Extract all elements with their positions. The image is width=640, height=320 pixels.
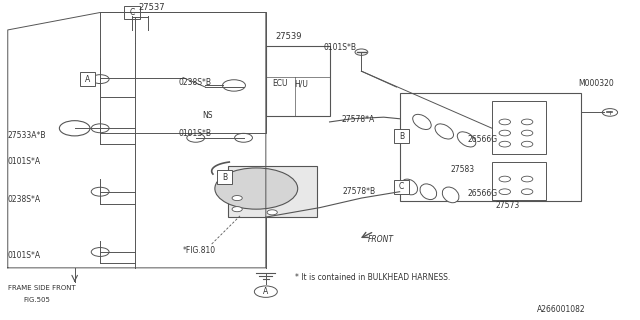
Circle shape xyxy=(187,133,205,142)
Text: 0238S*B: 0238S*B xyxy=(179,78,212,87)
Bar xyxy=(228,166,317,217)
Ellipse shape xyxy=(420,184,436,200)
Ellipse shape xyxy=(435,124,454,139)
Text: B: B xyxy=(222,173,227,182)
Text: * It is contained in BULKHEAD HARNESS.: * It is contained in BULKHEAD HARNESS. xyxy=(294,273,450,282)
Text: ECU: ECU xyxy=(272,79,288,88)
Circle shape xyxy=(499,130,511,136)
Circle shape xyxy=(92,248,109,256)
Circle shape xyxy=(92,187,109,196)
FancyBboxPatch shape xyxy=(80,72,95,86)
Text: B: B xyxy=(399,132,404,141)
FancyBboxPatch shape xyxy=(394,129,409,143)
Bar xyxy=(492,162,546,200)
Text: 0101S*B: 0101S*B xyxy=(179,129,212,138)
Ellipse shape xyxy=(413,114,431,130)
Text: 27578*B: 27578*B xyxy=(343,187,376,196)
FancyBboxPatch shape xyxy=(124,5,140,20)
Text: 26566G: 26566G xyxy=(468,135,498,144)
Text: A266001082: A266001082 xyxy=(537,305,586,314)
Text: FRAME SIDE FRONT: FRAME SIDE FRONT xyxy=(8,285,76,292)
Circle shape xyxy=(522,176,533,182)
Circle shape xyxy=(522,130,533,136)
Text: 27583: 27583 xyxy=(451,165,475,174)
Circle shape xyxy=(522,189,533,195)
Text: FIG.505: FIG.505 xyxy=(24,297,51,303)
Text: 27537: 27537 xyxy=(138,3,165,12)
Circle shape xyxy=(522,141,533,147)
Text: 26566G: 26566G xyxy=(468,189,498,198)
Text: 0101S*B: 0101S*B xyxy=(323,43,356,52)
Text: H/U: H/U xyxy=(294,79,308,88)
Circle shape xyxy=(215,168,298,209)
Text: 0101S*A: 0101S*A xyxy=(8,251,41,260)
Text: 27533A*B: 27533A*B xyxy=(8,131,46,140)
Text: 0238S*A: 0238S*A xyxy=(8,195,41,204)
Text: 27539: 27539 xyxy=(275,32,302,41)
Circle shape xyxy=(92,75,109,84)
Text: FRONT: FRONT xyxy=(368,236,394,244)
Circle shape xyxy=(60,121,90,136)
Bar xyxy=(266,46,330,116)
Circle shape xyxy=(499,141,511,147)
Text: C: C xyxy=(129,8,134,17)
Bar xyxy=(492,101,546,154)
Circle shape xyxy=(232,196,243,201)
Circle shape xyxy=(223,80,246,91)
FancyBboxPatch shape xyxy=(394,180,409,194)
Circle shape xyxy=(499,189,511,195)
Text: A: A xyxy=(263,287,268,296)
Text: *FIG.810: *FIG.810 xyxy=(183,246,216,255)
FancyBboxPatch shape xyxy=(217,171,232,184)
Text: 27573: 27573 xyxy=(495,202,520,211)
Text: M000320: M000320 xyxy=(578,79,614,88)
Circle shape xyxy=(355,49,368,55)
Circle shape xyxy=(92,124,109,133)
Ellipse shape xyxy=(442,187,459,203)
Circle shape xyxy=(522,119,533,125)
Circle shape xyxy=(235,133,252,142)
Circle shape xyxy=(267,210,277,215)
Text: 0101S*A: 0101S*A xyxy=(8,157,41,166)
Circle shape xyxy=(499,176,511,182)
Text: NS: NS xyxy=(202,111,212,120)
Circle shape xyxy=(499,119,511,125)
Circle shape xyxy=(232,207,243,212)
Bar xyxy=(399,93,581,201)
Circle shape xyxy=(254,286,277,297)
Ellipse shape xyxy=(401,179,417,195)
Text: 27578*A: 27578*A xyxy=(341,115,374,124)
Text: C: C xyxy=(399,182,404,191)
Text: A: A xyxy=(84,75,90,84)
Circle shape xyxy=(602,108,618,116)
Ellipse shape xyxy=(458,132,476,147)
